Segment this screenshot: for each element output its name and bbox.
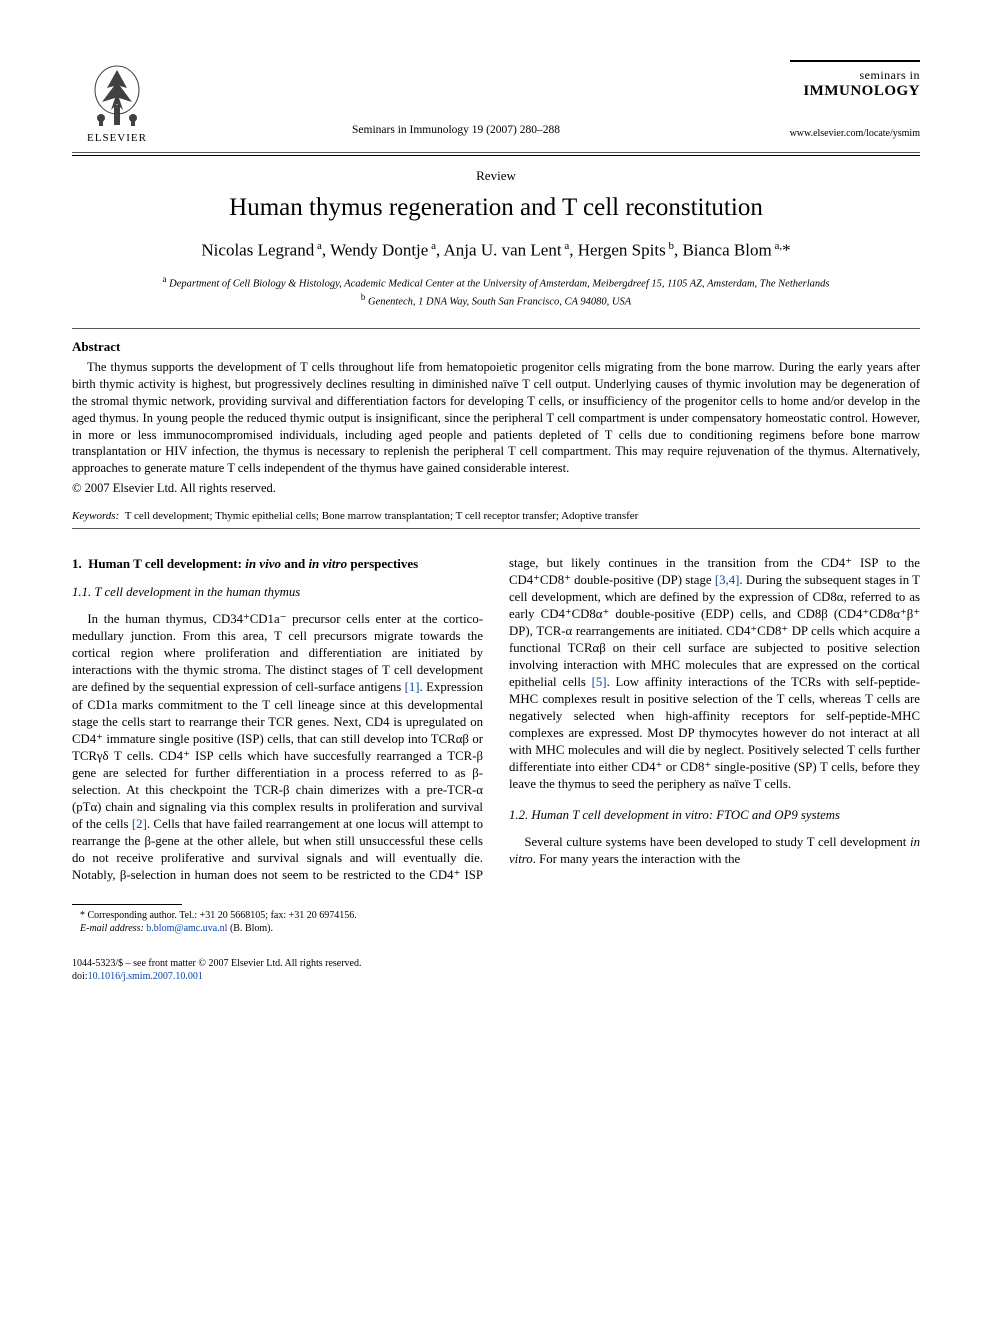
elsevier-tree-icon	[87, 60, 147, 130]
footnote-email-link[interactable]: b.blom@amc.uva.nl	[146, 923, 227, 934]
footer-doi-link[interactable]: 10.1016/j.smim.2007.10.001	[88, 971, 203, 982]
publisher-logo-block: ELSEVIER	[72, 60, 162, 144]
abstract-rule-bottom	[72, 528, 920, 529]
body-text: Several culture systems have been develo…	[509, 835, 920, 866]
section-1-heading: 1. Human T cell development: in vivo and…	[72, 555, 483, 572]
author-list: Nicolas Legrand a, Wendy Dontje a, Anja …	[72, 240, 920, 261]
abstract-copyright: © 2007 Elsevier Ltd. All rights reserved…	[72, 481, 920, 496]
corresponding-author-email-line: E-mail address: b.blom@amc.uva.nl (B. Bl…	[72, 922, 920, 935]
citation-link[interactable]: [3,4]	[715, 573, 740, 587]
footnote-email-person: (B. Blom).	[230, 923, 273, 934]
corresponding-author-footnote: * Corresponding author. Tel.: +31 20 566…	[72, 909, 920, 922]
citation-link[interactable]: [1]	[405, 680, 420, 694]
abstract-text: The thymus supports the development of T…	[72, 359, 920, 477]
journal-logo-rule	[790, 60, 920, 62]
abstract-rule-top	[72, 328, 920, 329]
header-rule-thin	[72, 152, 920, 153]
affiliation-b: b Genentech, 1 DNA Way, South San Franci…	[72, 291, 920, 310]
affiliation-b-text: Genentech, 1 DNA Way, South San Francisc…	[368, 297, 631, 308]
citation-link[interactable]: [2]	[132, 817, 147, 831]
journal-url: www.elsevier.com/locate/ysmim	[750, 128, 920, 139]
footer-doi-prefix: doi:	[72, 971, 88, 982]
body-columns: 1. Human T cell development: in vivo and…	[72, 555, 920, 884]
citation-link[interactable]: [5]	[592, 675, 607, 689]
journal-reference: Seminars in Immunology 19 (2007) 280–288	[162, 60, 750, 136]
footnote-rule	[72, 904, 182, 905]
footer-issn-line: 1044-5323/$ – see front matter © 2007 El…	[72, 957, 920, 970]
publisher-name: ELSEVIER	[87, 132, 147, 144]
affiliation-a-text: Department of Cell Biology & Histology, …	[169, 278, 829, 289]
body-text: . Expression of CD1a marks commitment to…	[72, 680, 483, 830]
footnote-email-label: E-mail address:	[80, 923, 144, 934]
body-text: . Low affinity interactions of the TCRs …	[509, 675, 920, 791]
affiliation-a: a Department of Cell Biology & Histology…	[72, 273, 920, 292]
keywords-label: Keywords:	[72, 510, 119, 522]
abstract-heading: Abstract	[72, 339, 920, 355]
page-footer: 1044-5323/$ – see front matter © 2007 El…	[72, 957, 920, 983]
keywords-text: T cell development; Thymic epithelial ce…	[125, 510, 639, 522]
page-header: ELSEVIER Seminars in Immunology 19 (2007…	[72, 60, 920, 144]
section-1-2-para: Several culture systems have been develo…	[509, 834, 920, 868]
keywords-line: Keywords: T cell development; Thymic epi…	[72, 510, 920, 522]
article-title: Human thymus regeneration and T cell rec…	[72, 194, 920, 222]
affiliations: a Department of Cell Biology & Histology…	[72, 273, 920, 310]
header-rule-thick	[72, 155, 920, 156]
section-1-1-heading: 1.1. T cell development in the human thy…	[72, 584, 483, 601]
journal-logo-line2: IMMUNOLOGY	[750, 83, 920, 100]
article-type: Review	[72, 168, 920, 184]
footnote-corr-text: Corresponding author. Tel.: +31 20 56681…	[88, 910, 357, 921]
body-text: . During the subsequent stages in T cell…	[509, 573, 920, 689]
journal-logo-block: seminars in IMMUNOLOGY www.elsevier.com/…	[750, 60, 920, 139]
footer-doi-line: doi:10.1016/j.smim.2007.10.001	[72, 970, 920, 983]
section-1-2-heading: 1.2. Human T cell development in vitro: …	[509, 807, 920, 824]
journal-logo-line1: seminars in	[750, 68, 920, 83]
